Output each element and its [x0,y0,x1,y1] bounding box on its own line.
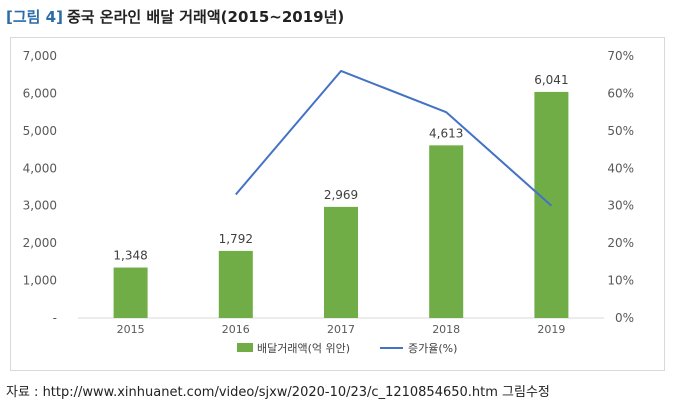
bar [324,206,358,318]
bar [429,145,464,318]
chart: - 1,000 2,000 3,000 4,000 5,000 6,000 7,000 0% 10… [23,49,634,355]
y-left-tick-label: 7,000 [23,49,57,63]
y-left-tick-label: 4,000 [23,161,57,175]
legend-bar-swatch [237,343,253,352]
x-tick-label: 2019 [537,323,565,336]
chart-frame: - 1,000 2,000 3,000 4,000 5,000 6,000 7,000 0% 10… [10,37,665,371]
y-right-tick-label: 70% [607,49,634,63]
y-left-tick-label: 2,000 [23,236,57,250]
growth-rate-line [235,69,553,207]
bar [218,250,253,318]
x-tick-label: 2015 [117,323,145,336]
y-left-tick-label: 6,000 [23,86,57,100]
source-note: 자료 : http://www.xinhuanet.com/video/sjxw… [6,385,550,400]
legend-bar-label: 배달거래액(억 위안) [257,342,350,355]
x-tick-label: 2016 [222,323,250,336]
figure-caption: 중국 온라인 배달 거래액(2015~2019년) [66,8,345,26]
y-right-tick-label: 20% [607,236,634,250]
legend-line-label: 증가율(%) [408,342,457,355]
y-right-tick-label: 30% [607,199,634,213]
y-right-tick-label: 60% [607,86,634,100]
bar-value-label: 4,613 [429,126,463,140]
y-left-tick-label: 1,000 [23,274,57,288]
x-tick-label: 2017 [327,323,355,336]
x-tick-label: 2018 [432,323,460,336]
y-left-tick-label: 5,000 [23,124,57,138]
y-right-tick-label: 10% [607,274,634,288]
y-right-tick-label: 0% [615,311,634,325]
figure-title: [그림 4] 중국 온라인 배달 거래액(2015~2019년) [6,6,344,27]
bar [113,267,148,318]
bar-value-label: 6,041 [534,73,568,87]
figure-number: [그림 4] [6,8,63,26]
y-left-tick-label: 3,000 [23,199,57,213]
y-left-tick-label: - [53,311,57,325]
bar-value-label: 2,969 [324,188,358,202]
y-right-tick-label: 50% [607,124,634,138]
y-right-tick-label: 40% [607,161,634,175]
bar-value-label: 1,348 [113,249,147,263]
bar-value-label: 1,792 [219,232,253,246]
